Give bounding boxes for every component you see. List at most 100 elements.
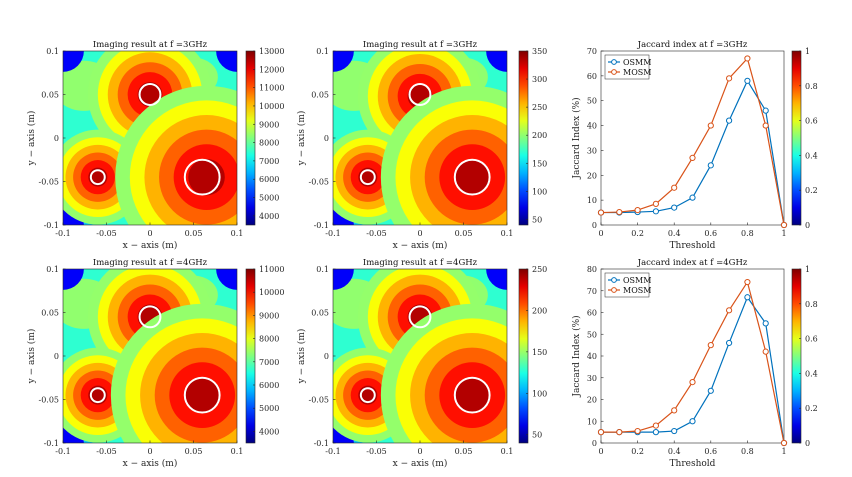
chart-title: Imaging result at f =4GHz (93, 258, 208, 268)
data-point-mosm (634, 206, 641, 214)
corner-low (216, 51, 237, 72)
data-point-mosm (744, 55, 751, 62)
colorbar-tick-label: 350 (532, 47, 547, 56)
legend-entry: MOSM (623, 68, 651, 77)
colorbar-tick-label: 0.4 (805, 369, 818, 378)
x-axis-label: Threshold (670, 459, 716, 469)
x-tick-label: -0.05 (366, 447, 387, 456)
x-tick-label: -0.05 (96, 229, 117, 238)
colorbar-gradient (791, 268, 802, 444)
colorbar-tick-label: 7000 (259, 358, 279, 367)
colorbar-tick-label: 8000 (259, 335, 279, 344)
target-circle (89, 387, 106, 404)
y-tick-label: 30 (587, 374, 597, 383)
y-tick-label: -0.1 (314, 221, 329, 230)
corner-low (486, 269, 507, 290)
y-tick-label: -0.05 (38, 396, 59, 405)
data-point-mosm (616, 429, 623, 436)
x-tick-label: 0.8 (741, 447, 754, 456)
x-tick-label: -0.1 (55, 229, 70, 238)
colorbar-tick-label: 0.4 (805, 151, 818, 160)
colorbar-gradient (245, 268, 256, 444)
heatmap-panel: -0.1 -0.05 0 0.05 0.1 -0.1 -0.05 0 0.05 0.1 Imagin… (296, 258, 513, 469)
y-tick-label: 30 (587, 146, 597, 155)
colorbar-tick-label: 9000 (259, 311, 279, 320)
y-tick-label: 40 (587, 352, 597, 361)
chart-title: Jaccard index at f =4GHz (637, 258, 748, 268)
y-tick-label: 20 (587, 396, 597, 405)
target-circle (359, 169, 376, 186)
y-tick-label: 70 (587, 47, 597, 56)
data-point-osmm (744, 77, 751, 84)
y-tick-label: 0 (592, 439, 597, 448)
heatmap-field (63, 269, 237, 443)
y-tick-label: -0.05 (308, 178, 329, 187)
x-tick-label: 0 (417, 447, 422, 456)
data-point-mosm (634, 427, 641, 435)
colorbar-tick-label: 100 (532, 187, 547, 196)
peak-contour (183, 376, 221, 414)
x-tick-label: -0.1 (325, 447, 340, 456)
heatmap-field (333, 51, 507, 225)
colorbar-gradient (245, 50, 256, 226)
data-point-mosm (744, 278, 751, 286)
heatmap-panel: -0.1 -0.05 0 0.05 0.1 -0.1 -0.05 0 0.05 0.1 Imagin… (26, 258, 243, 469)
data-point-osmm (689, 418, 696, 425)
chart-title: Jaccard index at f =3GHz (637, 40, 748, 50)
y-axis-label: Jaccard Index (%) (571, 315, 582, 397)
y-tick-label: -0.1 (44, 439, 59, 448)
x-tick-label: 0.1 (501, 229, 514, 238)
target-circle (453, 158, 491, 196)
data-point-mosm (726, 307, 733, 314)
colorbar-tick-label: 5000 (259, 404, 279, 413)
colorbar-gradient (518, 50, 529, 226)
heatmap-field (333, 269, 507, 443)
colorbar-tick-label: 10000 (259, 102, 284, 111)
legend-swatch-marker (611, 277, 617, 283)
legend-box (604, 54, 650, 80)
x-tick-label: 1 (781, 229, 786, 238)
x-tick-label: -0.1 (325, 229, 340, 238)
line-panel: 0 0.2 0.4 0.6 0.8 1010203040506070OSMMMOSMJac… (571, 40, 788, 251)
x-tick-label: 0 (417, 229, 422, 238)
data-point-mosm (652, 200, 660, 207)
x-tick-label: 0 (147, 229, 152, 238)
colorbar-tick-label: 50 (532, 431, 542, 440)
y-tick-label: 0.1 (316, 47, 329, 56)
target-circle (89, 169, 106, 186)
colorbar-tick-label: 1 (805, 47, 810, 56)
x-axis-label: x − axis (m) (393, 240, 448, 251)
y-tick-label: 50 (587, 97, 597, 106)
colorbar-gradient (518, 268, 529, 444)
y-tick-label: 0.1 (46, 265, 59, 274)
data-point-osmm (707, 162, 714, 169)
data-point-mosm (597, 209, 605, 216)
peak-contour (137, 82, 163, 107)
y-tick-label: 0 (324, 134, 329, 143)
x-tick-label: 0.4 (668, 229, 681, 238)
y-axis-label: Jaccard Index (%) (571, 97, 582, 179)
y-axis-label: y − axis (m) (296, 329, 307, 385)
x-tick-label: 0.05 (455, 447, 473, 456)
corner-low (333, 51, 354, 72)
y-tick-label: 0 (592, 221, 597, 230)
data-point-mosm (689, 379, 696, 386)
colorbar-tick-label: 0 (805, 221, 810, 230)
x-axis-label: x − axis (m) (123, 458, 178, 469)
corner-low (333, 269, 354, 290)
target-circle (408, 83, 432, 106)
colorbar-tick-label: 1 (805, 265, 810, 274)
data-point-mosm (671, 407, 678, 414)
x-tick-label: 0.1 (231, 229, 244, 238)
peak-contour (188, 158, 225, 196)
target-circle (183, 158, 221, 196)
data-point-osmm (762, 320, 769, 327)
colorbar: 50 100 150 200 250 300 350 (518, 47, 547, 226)
data-point-osmm (652, 429, 660, 436)
y-tick-label: -0.1 (44, 221, 59, 230)
x-tick-label: 0 (598, 447, 603, 456)
data-point-mosm (780, 439, 788, 447)
x-tick-label: 0.2 (631, 229, 644, 238)
x-tick-label: 0.4 (668, 447, 681, 456)
